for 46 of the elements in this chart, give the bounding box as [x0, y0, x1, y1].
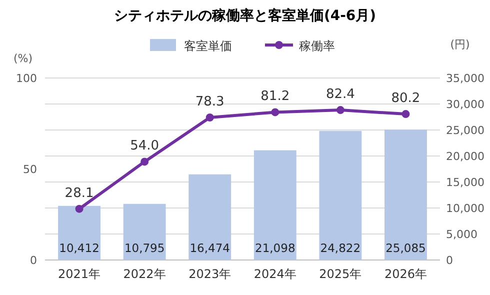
x-tick-label: 2021年: [58, 267, 101, 281]
data-label: 28.1: [64, 186, 94, 201]
bar: [123, 204, 166, 260]
y-tick-label: 100: [16, 72, 37, 85]
data-label: 10,412: [59, 241, 100, 255]
data-label: 78.3: [195, 94, 224, 110]
y2-axis-title: (円): [450, 38, 470, 51]
data-label: 81.2: [260, 89, 290, 104]
point: [271, 108, 280, 116]
y2-tick-label: 25,000: [446, 124, 484, 137]
data-label: 21,098: [255, 241, 296, 255]
x-tick-label: 2026年: [384, 267, 427, 281]
y2-tick-label: 15,000: [446, 176, 484, 189]
y2-tick-label: 5,000: [446, 228, 478, 241]
data-label: 24,822: [320, 241, 361, 255]
bar: [384, 130, 427, 260]
point: [402, 110, 410, 118]
data-label: 16,474: [190, 241, 230, 255]
x-tick-label: 2022年: [123, 267, 166, 281]
x-tick-label: 2025年: [319, 267, 362, 281]
data-label: 10,795: [124, 241, 165, 255]
bar: [254, 150, 296, 260]
legend-label: 客室単価: [184, 39, 232, 53]
x-tick-label: 2024年: [254, 267, 296, 281]
legend-label: 稼働率: [299, 39, 335, 53]
y-tick-label: 0: [30, 254, 37, 267]
y2-tick-label: 30,000: [446, 98, 484, 111]
data-label: 54.0: [130, 138, 160, 154]
point: [206, 113, 214, 122]
chart-title: シティホテルの稼働率と客室単価(4-6月): [114, 7, 376, 24]
y2-tick-label: 0: [446, 254, 453, 267]
y2-tick-label: 20,000: [446, 150, 484, 163]
y2-tick-label: 10,000: [446, 202, 484, 215]
y2-tick-label: 35,000: [446, 72, 484, 85]
y-axis-title: (%): [13, 52, 33, 65]
x-tick-label: 2023年: [188, 267, 232, 281]
data-label: 82.4: [326, 87, 355, 102]
bar: [188, 174, 232, 260]
bar: [319, 130, 362, 260]
point: [75, 204, 84, 213]
point: [140, 158, 149, 166]
data-label: 80.2: [391, 91, 420, 106]
data-label: 25,085: [386, 241, 426, 255]
point: [336, 106, 344, 114]
y-tick-label: 50: [23, 163, 37, 176]
bar: [58, 206, 100, 260]
